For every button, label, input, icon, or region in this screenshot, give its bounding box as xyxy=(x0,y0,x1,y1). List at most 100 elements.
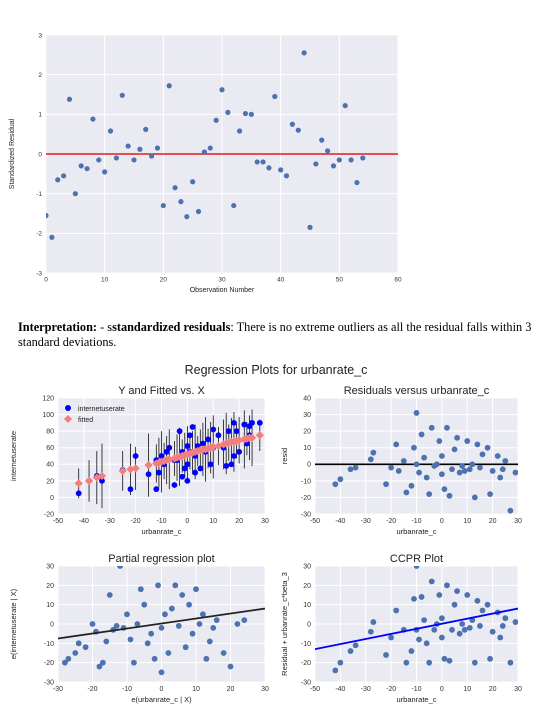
data-point xyxy=(75,640,82,647)
data-point xyxy=(313,161,319,167)
x-tick-label: 30 xyxy=(261,518,269,525)
subplot-title: Residuals versus urbanrate_c xyxy=(344,385,490,397)
x-tick-label: -20 xyxy=(386,518,396,525)
y-tick-label: 40 xyxy=(46,462,54,469)
y-tick-label: 40 xyxy=(303,395,311,402)
legend-label: internetuserate xyxy=(78,406,125,413)
plot-marks xyxy=(74,409,264,509)
data-point xyxy=(249,419,255,426)
data-point xyxy=(337,476,344,483)
data-point xyxy=(325,148,331,154)
x-tick-label: 20 xyxy=(235,518,243,525)
data-point xyxy=(117,566,123,569)
data-point xyxy=(49,234,55,240)
data-point xyxy=(383,481,389,488)
y-tick-label: -1 xyxy=(36,191,42,198)
data-point xyxy=(446,492,453,499)
subplot-title: CCPR Plot xyxy=(390,553,443,565)
data-point xyxy=(393,607,400,614)
x-tick-label: -50 xyxy=(310,686,320,693)
data-point xyxy=(283,173,290,179)
data-point xyxy=(477,623,483,629)
data-point xyxy=(143,126,149,133)
x-tick-label: -10 xyxy=(411,518,421,525)
data-point xyxy=(301,50,307,56)
y-tick-label: -20 xyxy=(301,495,311,502)
data-point xyxy=(441,486,448,493)
data-point xyxy=(227,663,234,670)
data-point xyxy=(172,185,178,191)
data-point xyxy=(171,482,178,488)
data-point xyxy=(187,432,193,439)
data-point xyxy=(184,214,190,220)
data-point xyxy=(182,644,189,651)
y-axis-label: resid xyxy=(280,448,289,464)
legend-marker xyxy=(65,405,71,411)
data-point xyxy=(456,469,463,476)
data-point xyxy=(454,588,460,595)
data-point xyxy=(416,469,422,476)
y-tick-label: 30 xyxy=(303,412,311,419)
data-point xyxy=(272,93,278,100)
x-tick-label: 60 xyxy=(394,277,402,284)
y-tick-label: 10 xyxy=(303,602,311,609)
y-tick-label: 10 xyxy=(303,445,311,452)
data-point xyxy=(449,466,455,473)
x-tick-label: 20 xyxy=(160,277,168,284)
data-point xyxy=(332,481,339,488)
data-point xyxy=(512,469,518,476)
data-point xyxy=(195,208,202,215)
x-tick-label: 30 xyxy=(261,686,269,693)
data-point xyxy=(184,443,191,449)
data-point xyxy=(438,615,445,622)
data-point xyxy=(163,448,170,455)
data-point xyxy=(489,628,496,635)
y-tick-label: 20 xyxy=(46,583,54,590)
data-point xyxy=(166,83,172,89)
x-axis-label: urbanrate_c xyxy=(141,527,181,536)
y-tick-label: 3 xyxy=(38,32,42,39)
data-point xyxy=(242,110,249,117)
data-point xyxy=(418,594,425,600)
y-tick-label: 0 xyxy=(50,495,54,502)
data-point xyxy=(428,578,435,585)
data-point xyxy=(474,597,481,604)
data-point xyxy=(189,630,196,637)
data-point xyxy=(155,582,161,589)
data-point xyxy=(438,634,445,641)
data-point xyxy=(248,111,254,117)
x-tick-label: -40 xyxy=(335,686,345,693)
x-tick-label: -30 xyxy=(361,518,371,525)
data-point xyxy=(96,157,102,163)
data-point xyxy=(449,626,455,633)
data-point xyxy=(411,595,417,602)
fitted-point xyxy=(255,431,264,440)
y-tick-label: 80 xyxy=(46,429,54,436)
data-point xyxy=(336,157,342,163)
data-point xyxy=(46,212,49,219)
data-point xyxy=(207,145,213,151)
data-point xyxy=(421,617,428,624)
data-point xyxy=(178,199,184,205)
x-tick-label: -10 xyxy=(122,686,132,693)
data-point xyxy=(127,486,134,493)
data-point xyxy=(456,630,463,637)
data-point xyxy=(215,432,222,439)
data-point xyxy=(172,582,179,589)
x-axis-label: Observation Number xyxy=(190,287,255,294)
data-point xyxy=(210,426,217,433)
x-tick-label: 20 xyxy=(227,686,235,693)
y-tick-label: 20 xyxy=(303,429,311,436)
data-point xyxy=(241,617,248,624)
data-point xyxy=(179,592,186,598)
y-tick-label: -20 xyxy=(44,660,54,667)
data-point xyxy=(489,468,496,474)
data-point xyxy=(75,490,82,497)
data-point xyxy=(367,628,374,635)
data-point xyxy=(393,441,400,448)
y-tick-label: 60 xyxy=(46,445,54,452)
fitted-point xyxy=(235,436,244,445)
interpretation-text: : There is no extreme outliers as all th… xyxy=(18,320,532,349)
data-point xyxy=(124,611,130,618)
data-point xyxy=(201,149,207,155)
